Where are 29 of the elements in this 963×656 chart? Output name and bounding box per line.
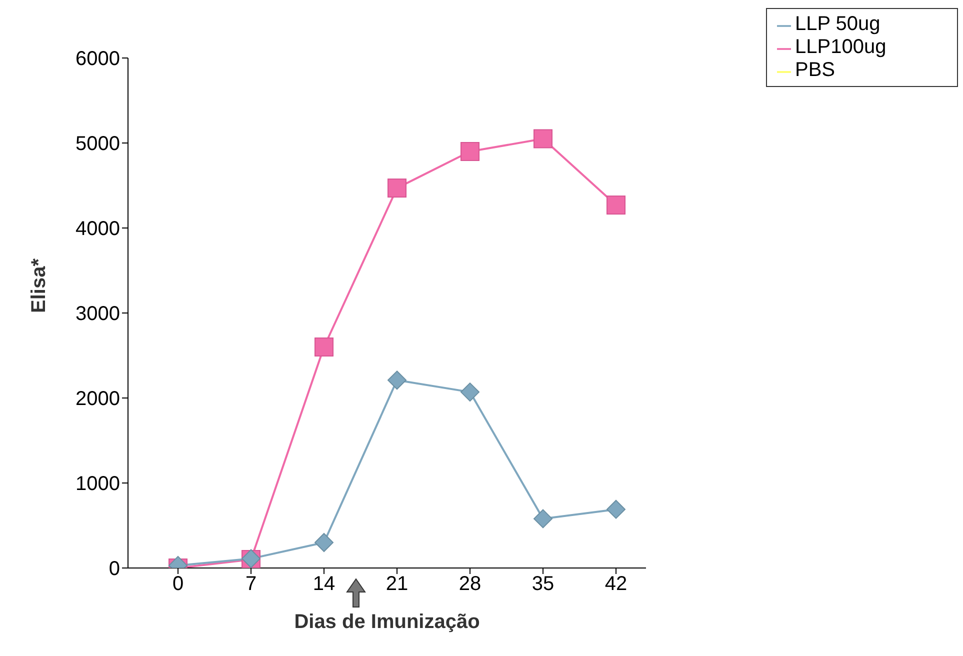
legend-label: LLP 50ug [795, 13, 880, 35]
point [314, 338, 334, 356]
x-tick-label: 21 [386, 573, 408, 596]
point [314, 533, 334, 552]
y-tick-label: 5000 [76, 133, 120, 156]
y-axis-title: Elisa* [28, 258, 50, 313]
y-tick-label: 0 [108, 558, 120, 580]
x-axis-title: Dias de Imunização [294, 611, 480, 633]
point [534, 509, 552, 528]
point [460, 382, 480, 402]
x-tick-label: 28 [458, 573, 482, 596]
y-tick-label: 2000 [76, 388, 120, 410]
point [606, 500, 626, 519]
x-tick-label: 7 [245, 573, 257, 596]
y-tick-label: 1000 [76, 473, 120, 496]
x-tick-label: 35 [532, 573, 554, 596]
legend-label: PBS [795, 59, 836, 81]
x-tick-label: 14 [312, 573, 336, 596]
y-tick-label: 4000 [76, 218, 120, 240]
point [534, 129, 552, 148]
point [606, 196, 626, 215]
point [388, 370, 406, 390]
point [388, 178, 406, 198]
y-tick-label: 6000 [76, 48, 120, 70]
x-tick-label: 0 [172, 573, 184, 596]
point [460, 142, 480, 161]
x-tick-label: 42 [604, 573, 628, 596]
legend-label: LLP100ug [795, 36, 886, 58]
y-tick-label: 3000 [76, 303, 120, 326]
